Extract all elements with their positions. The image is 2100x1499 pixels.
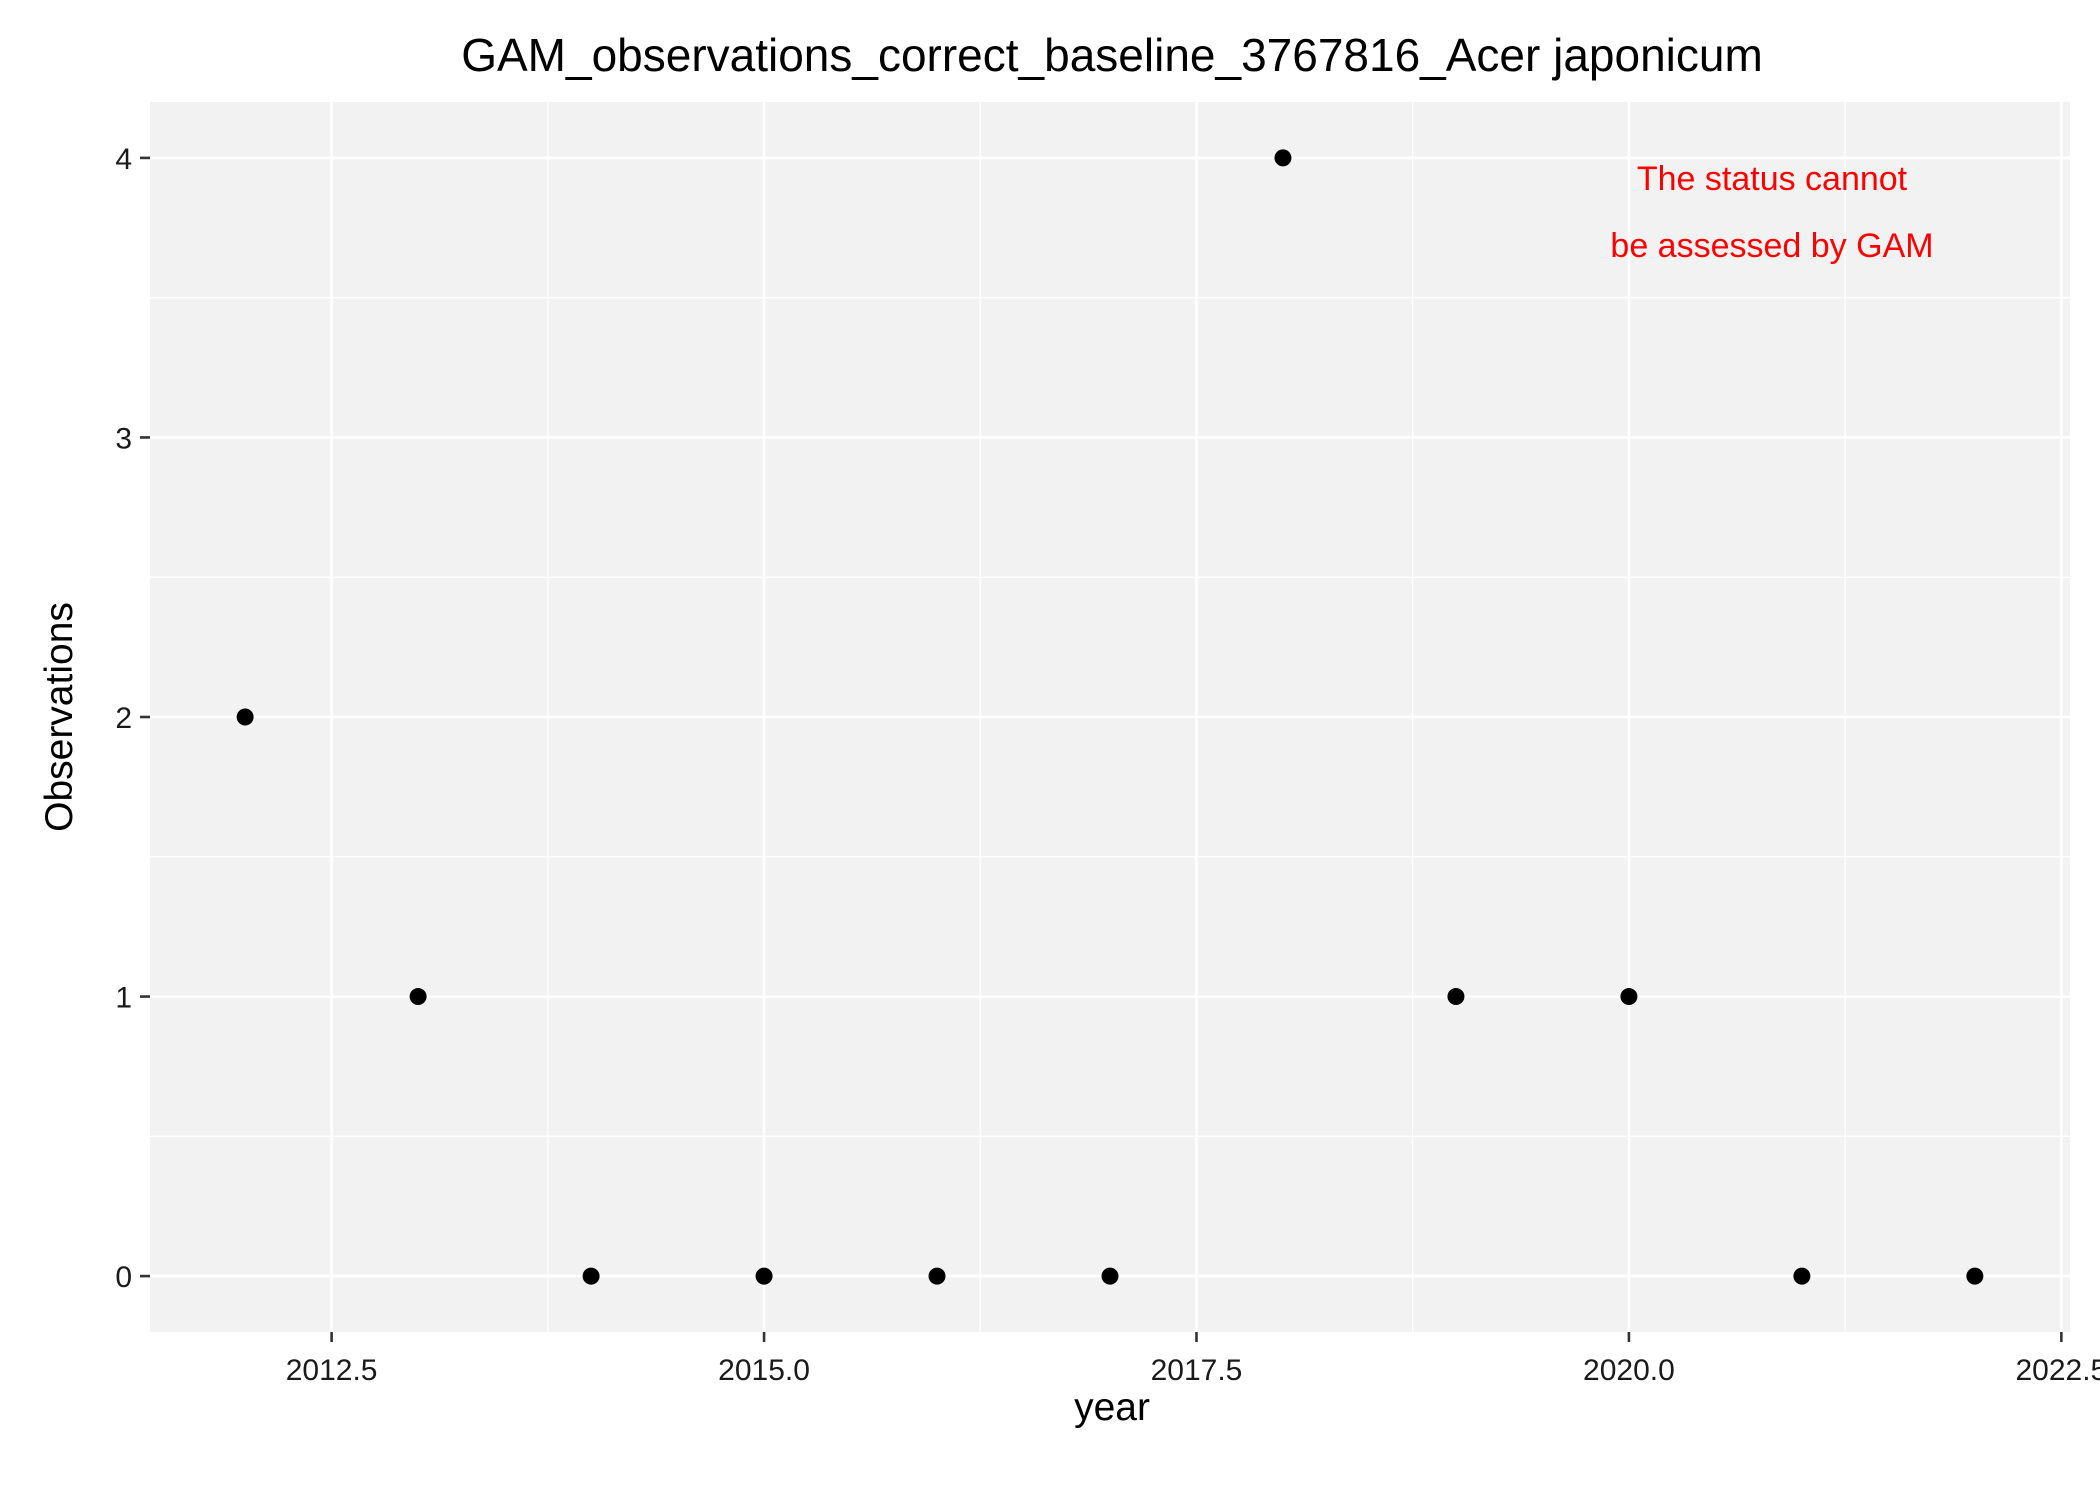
x-tick-label: 2012.5 (286, 1354, 378, 1387)
y-axis: 0 1 2 3 4 (115, 143, 150, 1294)
x-tick-label: 2022.5 (2015, 1354, 2100, 1387)
annotation-line-2: be assessed by GAM (1610, 227, 1933, 265)
data-point (582, 1267, 600, 1285)
chart-title: GAM_observations_correct_baseline_376781… (461, 29, 1763, 81)
y-tick-label: 0 (115, 1261, 132, 1294)
x-axis-title: year (1074, 1386, 1150, 1429)
x-tick-label: 2017.5 (1151, 1354, 1243, 1387)
data-point (409, 988, 427, 1006)
data-point (1966, 1267, 1984, 1285)
data-point (1620, 988, 1638, 1006)
data-point (1793, 1267, 1811, 1285)
data-point (928, 1267, 946, 1285)
data-points (236, 149, 1984, 1285)
data-point (1447, 988, 1465, 1006)
x-axis: 2012.5 2015.0 2017.5 2020.0 2022.5 (286, 1332, 2100, 1387)
x-tick-label: 2020.0 (1583, 1354, 1675, 1387)
y-tick-label: 1 (115, 982, 132, 1015)
annotation-line-1: The status cannot (1637, 160, 1908, 198)
data-point (1274, 149, 1292, 167)
y-tick-label: 4 (115, 143, 132, 176)
data-point (236, 708, 254, 726)
data-point (1101, 1267, 1119, 1285)
y-axis-title: Observations (38, 602, 81, 832)
y-tick-label: 2 (115, 702, 132, 735)
x-tick-label: 2015.0 (718, 1354, 810, 1387)
status-annotation: The status cannot be assessed by GAM (1610, 160, 1933, 265)
y-tick-label: 3 (115, 422, 132, 455)
data-point (755, 1267, 773, 1285)
